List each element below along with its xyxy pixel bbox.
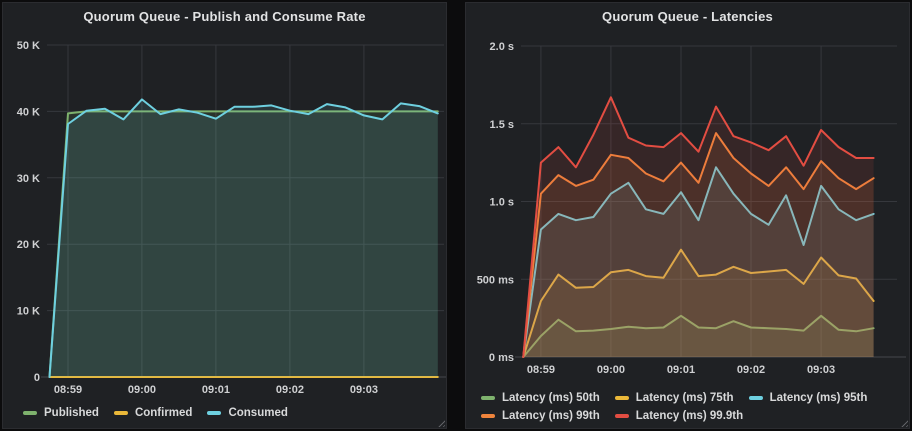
- legend-swatch-icon: [481, 396, 495, 400]
- legend-swatch-icon: [113, 411, 128, 415]
- legend-label: Latency (ms) 99.9th: [635, 410, 744, 422]
- panel-publish-consume-rate: Quorum Queue - Publish and Consume Rate …: [2, 2, 447, 429]
- rate-chart[interactable]: 0 10 K 20 K 30 K 40 K 50 K 08:59 09:00 09:01 09:0…: [3, 29, 446, 405]
- y-axis-tick-label: 1.5 s: [490, 119, 514, 131]
- latency-chart[interactable]: 0 ms 500 ms 1.0 s 1.5 s 2.0 s 08:59 09:00 09:01…: [466, 29, 909, 405]
- series-line-latency-ms-95th: [522, 166, 875, 358]
- y-axis-tick-label: 500 ms: [477, 274, 514, 286]
- series-area-latency-ms-95th: [523, 167, 874, 357]
- legend-swatch-icon: [614, 396, 629, 400]
- y-axis-tick-label: 40 K: [17, 106, 40, 118]
- panel-resize-handle-icon[interactable]: [436, 418, 445, 427]
- x-axis-tick-label: 09:00: [597, 364, 625, 376]
- legend-label: Confirmed: [134, 407, 193, 419]
- y-axis-tick-label: 20 K: [17, 239, 40, 251]
- y-axis-tick-label: 0 ms: [489, 352, 514, 364]
- y-axis-tick-label: 2.0 s: [490, 41, 514, 53]
- x-axis-tick-label: 09:03: [807, 364, 835, 376]
- series-line-published: [48, 110, 439, 378]
- legend-item-latency-ms-50th[interactable]: Latency (ms) 50th: [481, 392, 600, 404]
- legend-item-latency-ms-75th[interactable]: Latency (ms) 75th: [614, 392, 734, 404]
- series-line-latency-ms-99th: [522, 132, 875, 358]
- series-area-consumed: [49, 99, 438, 378]
- y-axis-tick-label: 10 K: [17, 306, 40, 318]
- legend-swatch-icon: [207, 411, 222, 415]
- x-axis-tick-label: 08:59: [54, 384, 82, 396]
- y-axis-tick-label: 0: [34, 372, 40, 384]
- x-axis-tick-label: 09:02: [737, 364, 765, 376]
- latency-chart-legend: Latency (ms) 50th Latency (ms) 75th Latenc…: [481, 392, 905, 422]
- panel-title[interactable]: Quorum Queue - Publish and Consume Rate: [83, 9, 366, 24]
- series-line-consumed: [48, 98, 439, 378]
- legend-item-latency-ms-95th[interactable]: Latency (ms) 95th: [748, 392, 868, 404]
- x-axis-tick-label: 09:03: [350, 384, 378, 396]
- legend-item-consumed[interactable]: Consumed: [207, 407, 288, 419]
- legend-label: Latency (ms) 95th: [769, 392, 868, 404]
- series-area-latency-ms-99th: [523, 133, 874, 357]
- x-axis-tick-label: 09:02: [276, 384, 304, 396]
- legend-label: Published: [44, 407, 99, 419]
- series-line-latency-ms-75th: [522, 248, 875, 358]
- y-axis-tick-label: 1.0 s: [490, 197, 514, 209]
- legend-swatch-icon: [748, 396, 763, 400]
- panel-title[interactable]: Quorum Queue - Latencies: [602, 9, 773, 24]
- panel-latencies: Quorum Queue - Latencies 0 ms 500 ms 1.0 s…: [465, 2, 910, 429]
- series-line-latency-ms-99-9th: [522, 96, 875, 358]
- x-axis-tick-label: 08:59: [527, 364, 555, 376]
- legend-label: Latency (ms) 75th: [635, 392, 734, 404]
- legend-label: Latency (ms) 99th: [502, 410, 600, 422]
- series-area-published: [49, 111, 438, 378]
- x-axis-tick-label: 09:01: [667, 364, 695, 376]
- panel-resize-handle-icon[interactable]: [899, 418, 908, 427]
- series-area-latency-ms-99-9th: [523, 97, 874, 358]
- legend-swatch-icon: [23, 411, 37, 415]
- legend-swatch-icon: [481, 414, 495, 418]
- y-axis-tick-label: 50 K: [17, 40, 40, 52]
- legend-item-published[interactable]: Published: [23, 407, 99, 419]
- legend-label: Latency (ms) 50th: [502, 392, 600, 404]
- x-axis-tick-label: 09:00: [128, 384, 156, 396]
- series-line-latency-ms-50th: [522, 314, 875, 358]
- legend-item-latency-ms-99-9th[interactable]: Latency (ms) 99.9th: [614, 410, 744, 422]
- legend-item-latency-ms-99th[interactable]: Latency (ms) 99th: [481, 410, 600, 422]
- legend-item-confirmed[interactable]: Confirmed: [113, 407, 193, 419]
- x-axis-tick-label: 09:01: [202, 384, 230, 396]
- legend-label: Consumed: [228, 407, 288, 419]
- legend-swatch-icon: [614, 414, 629, 418]
- series-area-latency-ms-75th: [523, 249, 874, 357]
- y-axis-tick-label: 30 K: [17, 173, 40, 185]
- rate-chart-legend: Published Confirmed Consumed: [23, 407, 438, 419]
- series-area-latency-ms-50th: [523, 315, 874, 357]
